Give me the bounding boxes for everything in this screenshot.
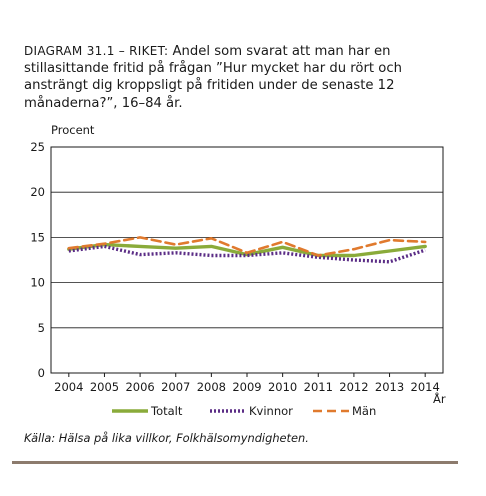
caption-lead: DIAGRAM 31.1 – RIKET: bbox=[24, 44, 169, 58]
legend: Totalt Kvinnor Män bbox=[112, 404, 376, 418]
x-tick-label-2013: 2013 bbox=[375, 380, 404, 394]
series-line-män bbox=[67, 236, 427, 257]
series-line-kvinnor bbox=[68, 244, 426, 264]
caption-text: Andel som svarat att man har en stillasi… bbox=[24, 44, 402, 111]
legend-label-totalt: Totalt bbox=[150, 404, 183, 418]
x-axis-label: År bbox=[433, 391, 446, 406]
legend-label-kvinnor: Kvinnor bbox=[249, 404, 293, 418]
figure-caption: DIAGRAM 31.1 – RIKET: Andel som svarat a… bbox=[24, 43, 444, 112]
series-layer bbox=[67, 236, 427, 264]
legend-label-män: Män bbox=[352, 404, 376, 418]
x-tick-label-2005: 2005 bbox=[90, 380, 119, 394]
y-axis-label: Procent bbox=[51, 123, 95, 137]
x-tick-label-2009: 2009 bbox=[232, 380, 261, 394]
y-tick-label-0: 0 bbox=[38, 366, 45, 380]
x-tick-label-2008: 2008 bbox=[197, 380, 226, 394]
x-tick-label-2004: 2004 bbox=[54, 380, 83, 394]
x-tick-label-2006: 2006 bbox=[125, 380, 154, 394]
y-tick-label-20: 20 bbox=[30, 185, 45, 199]
x-tick-label-2010: 2010 bbox=[268, 380, 297, 394]
source-note: Källa: Hälsa på lika villkor, Folkhälsom… bbox=[24, 431, 309, 445]
y-tick-label-10: 10 bbox=[30, 276, 45, 290]
tick-layer: 0 5 10 15 20 25 2004 2005 2006 2007 2008 2009 2010 20… bbox=[30, 140, 439, 394]
x-tick-label-2011: 2011 bbox=[304, 380, 333, 394]
bottom-rule bbox=[12, 461, 458, 464]
x-tick-label-2007: 2007 bbox=[161, 380, 190, 394]
x-tick-label-2012: 2012 bbox=[339, 380, 368, 394]
y-tick-label-25: 25 bbox=[30, 140, 45, 154]
y-tick-label-5: 5 bbox=[38, 321, 45, 335]
y-tick-label-15: 15 bbox=[30, 230, 45, 244]
series-line-totalt bbox=[67, 242, 427, 258]
x-tick-label-2014: 2014 bbox=[411, 380, 440, 394]
